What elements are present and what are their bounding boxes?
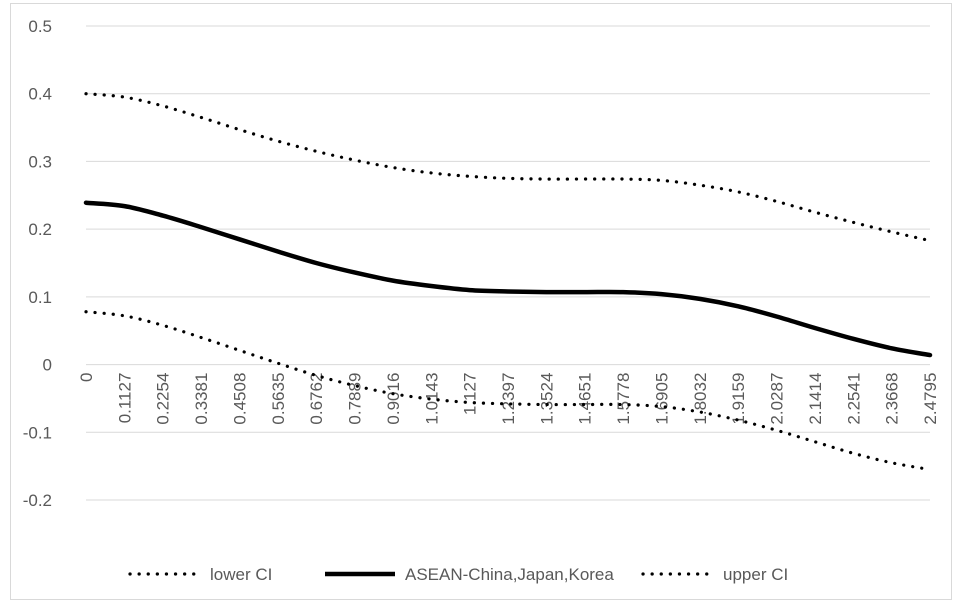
y-tick-label: -0.1 [23, 423, 52, 442]
x-tick-label: 2.1414 [806, 373, 825, 425]
x-tick-label: 2.4795 [921, 373, 940, 425]
series-lines [83, 92, 933, 472]
legend-label: lower CI [210, 565, 272, 584]
x-tick-label: 2.3668 [883, 373, 902, 425]
legend: lower CI ASEAN-China,Japan,Korea upper CI [128, 565, 788, 584]
x-tick-label: 1.9159 [729, 373, 748, 425]
x-tick-label: 0.4508 [230, 373, 249, 425]
x-tick-label: 0.3381 [192, 373, 211, 425]
y-tick-label: 0.2 [28, 220, 52, 239]
legend-label: upper CI [723, 565, 788, 584]
x-tick-label: 0 [77, 373, 96, 382]
x-tick-label: 0.9016 [384, 373, 403, 425]
x-axis-ticks: 0 0.1127 0.2254 0.3381 0.4508 0.5635 0.6762 0.7… [77, 373, 940, 425]
series-line-lower-ci [84, 310, 932, 472]
x-tick-label: 1.8032 [691, 373, 710, 425]
x-tick-label: 0.2254 [154, 373, 173, 425]
x-tick-label: 0.5635 [269, 373, 288, 425]
series-line-upper-ci [84, 92, 932, 243]
legend-label: ASEAN-China,Japan,Korea [405, 565, 614, 584]
x-tick-label: 1.4651 [576, 373, 595, 425]
x-tick-label: 0.7889 [346, 373, 365, 425]
x-tick-label: 1.6905 [652, 373, 671, 425]
x-tick-label: 1.2397 [499, 373, 518, 425]
y-tick-label: -0.2 [23, 491, 52, 510]
series-line-asean [83, 200, 933, 358]
y-tick-label: 0.4 [28, 85, 52, 104]
x-tick-label: 0.6762 [307, 373, 326, 425]
gridlines [86, 25, 930, 501]
x-tick-label: 2.0287 [768, 373, 787, 425]
y-tick-label: 0 [43, 356, 52, 375]
y-tick-label: 0.5 [28, 17, 52, 36]
x-tick-label: 1.3524 [537, 373, 556, 425]
x-tick-label: 1.5778 [614, 373, 633, 425]
y-tick-label: 0.1 [28, 288, 52, 307]
x-tick-label: 0.1127 [115, 373, 134, 424]
y-tick-label: 0.3 [28, 152, 52, 171]
y-axis-ticks: 0.5 0.4 0.3 0.2 0.1 0 -0.1 -0.2 [23, 17, 52, 510]
x-tick-label: 1.127 [461, 373, 480, 416]
x-tick-label: 1.0143 [422, 373, 441, 425]
x-tick-label: 2.2541 [844, 373, 863, 425]
